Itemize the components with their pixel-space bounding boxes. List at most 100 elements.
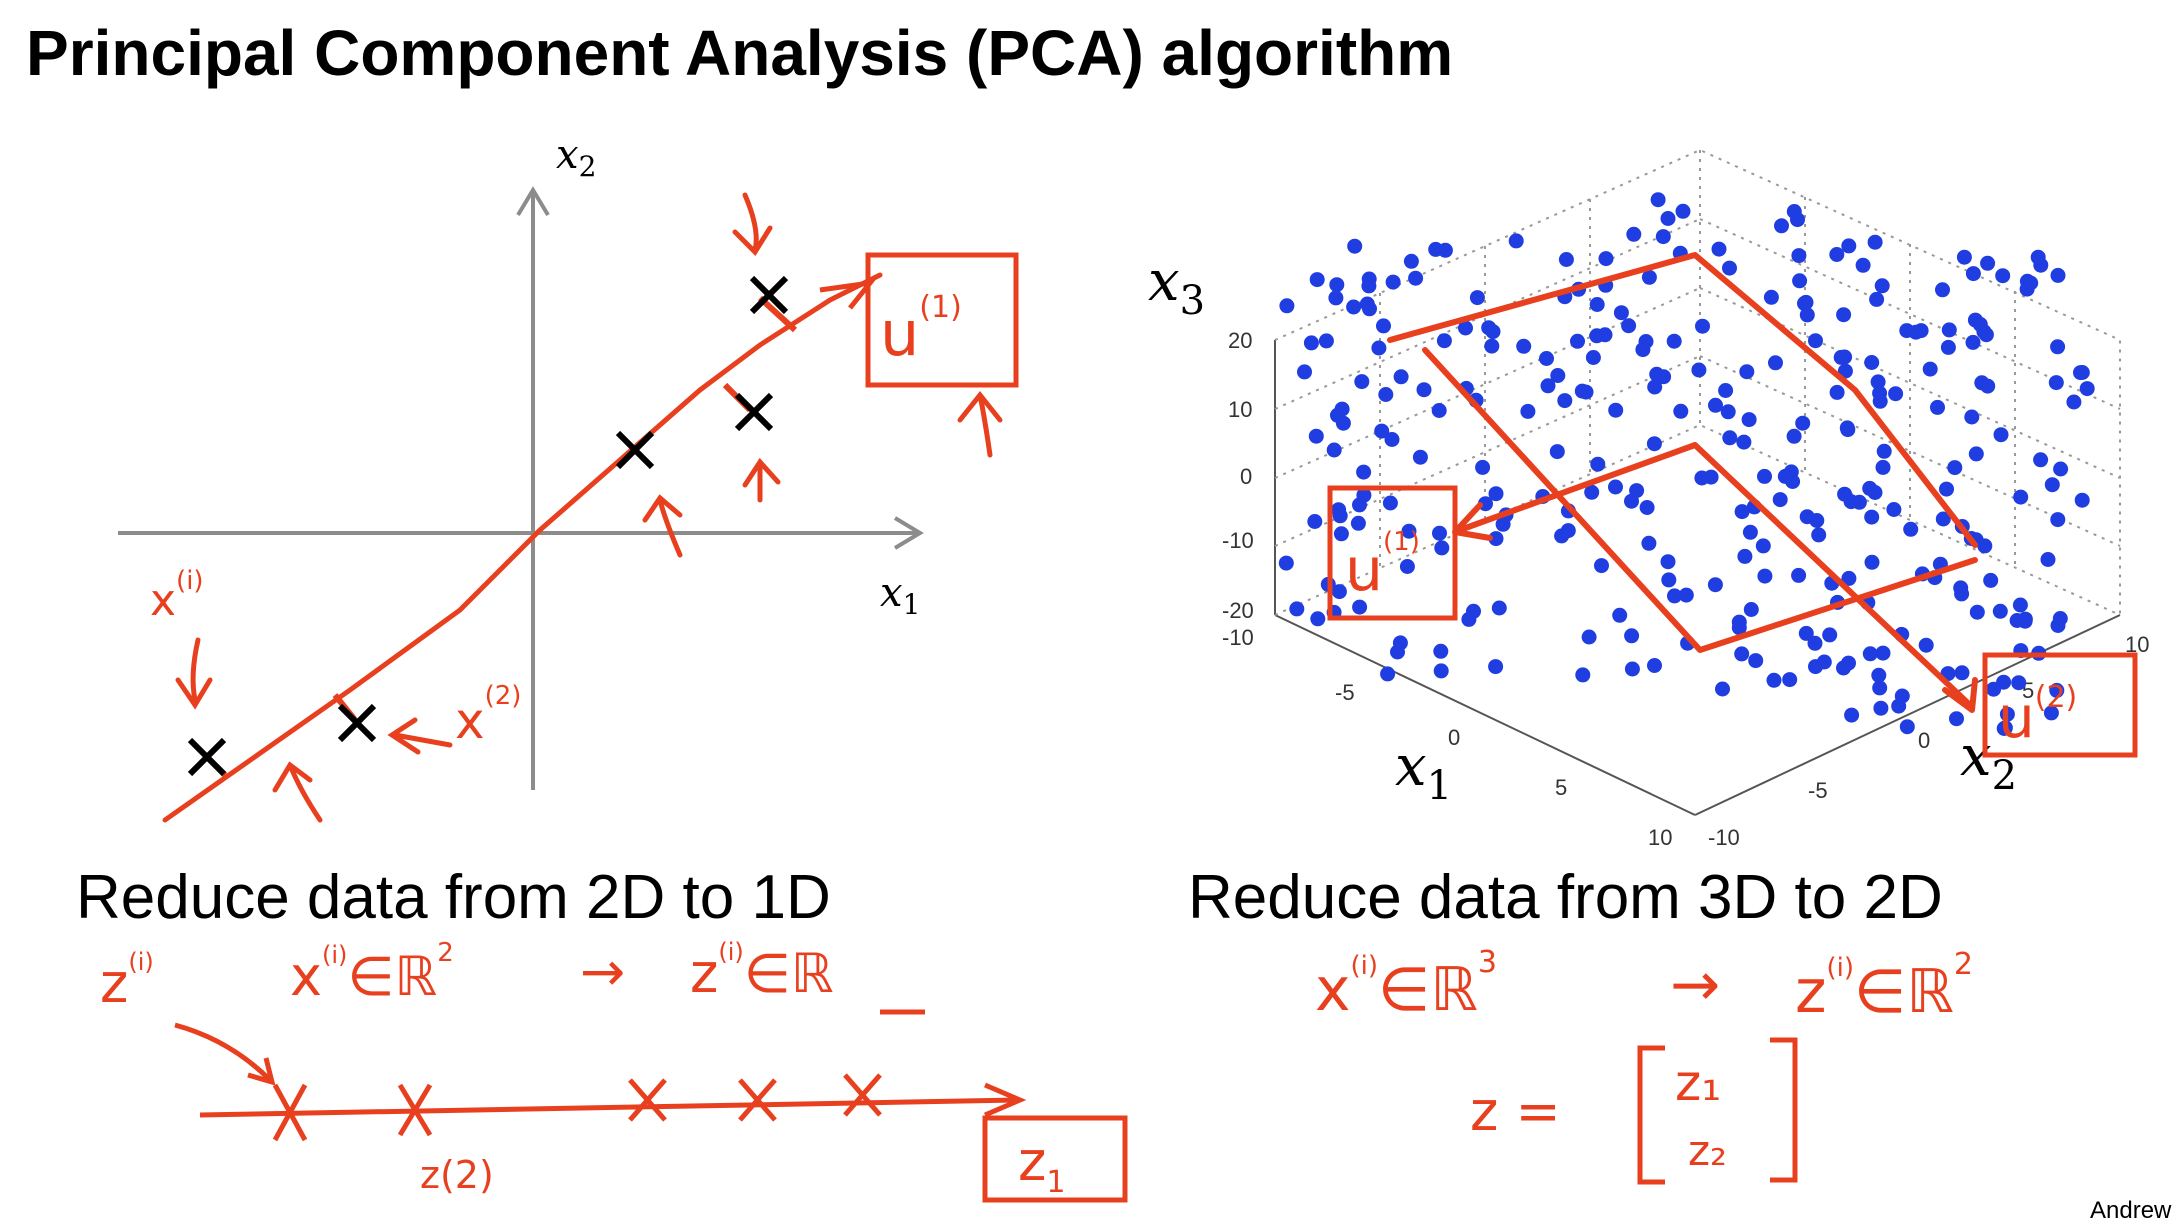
scatter-point xyxy=(1488,486,1504,502)
scatter-point xyxy=(1279,298,1295,314)
x1-tick: 0 xyxy=(1448,725,1460,750)
scatter-point xyxy=(1718,383,1734,398)
data-point-x xyxy=(187,737,227,777)
scatter-point xyxy=(1297,364,1312,380)
slide-title: Principal Component Analysis (PCA) algor… xyxy=(26,17,1453,89)
scatter-point xyxy=(1334,401,1350,417)
scatter-point xyxy=(1382,495,1398,511)
scatter-point xyxy=(1875,459,1891,475)
note-z: z(i) xyxy=(100,948,154,1015)
data-point-x xyxy=(734,392,774,432)
scatter-point xyxy=(1999,706,2015,722)
pointer-arrow xyxy=(175,637,213,710)
scatter-point xyxy=(1986,681,2002,697)
u1-label: u(1) xyxy=(880,290,962,370)
projected-point xyxy=(738,1078,777,1122)
scatter-point xyxy=(1574,383,1590,399)
scatter-point xyxy=(1968,446,1984,462)
scatter-point xyxy=(1993,427,2009,443)
x1-3d-axis-label: x1 xyxy=(1395,734,1452,809)
x1-axis-arrowhead xyxy=(893,516,924,550)
pointer-arrow xyxy=(387,717,453,755)
scatter-point xyxy=(1484,338,1500,354)
scatter-point xyxy=(2033,452,2049,468)
pointer-arrow xyxy=(732,192,773,256)
scatter-point xyxy=(1392,635,1408,651)
z-tick: 20 xyxy=(1228,328,1252,353)
x2-axis-label: x2 xyxy=(556,132,596,183)
scatter-point xyxy=(1774,218,1789,234)
scatter-point xyxy=(1757,568,1773,584)
scatter-point xyxy=(1626,226,1642,242)
scatter-point xyxy=(1289,601,1305,617)
scatter-point xyxy=(1660,211,1676,226)
scatter-point xyxy=(1741,412,1757,428)
scatter-point xyxy=(1965,334,1981,350)
scatter-point xyxy=(1811,527,1827,543)
u1-3d-box xyxy=(1327,485,1458,621)
scatter-point xyxy=(1385,274,1401,290)
z-vector-lhs: z = xyxy=(1470,1080,1561,1143)
scatter-point xyxy=(1930,399,1945,415)
scatter-point xyxy=(1485,324,1501,340)
scatter-point xyxy=(1891,698,1907,714)
scatter-point xyxy=(2066,394,2082,410)
plane-edge xyxy=(1387,252,1978,548)
x1-tick: 10 xyxy=(1648,825,1672,850)
scatter-point xyxy=(1766,672,1782,688)
scatter-point xyxy=(1550,368,1566,383)
scatter-point xyxy=(1734,646,1750,662)
scatter-point xyxy=(1941,322,1957,338)
scatter-point xyxy=(2030,249,2046,265)
z1-box xyxy=(982,1115,1128,1203)
scatter-point xyxy=(1403,253,1419,269)
scatter-point xyxy=(2050,267,2066,283)
z-number-line-arrowhead xyxy=(984,1082,1027,1118)
note-z2: z(i)∈ℝ xyxy=(690,938,834,1005)
x2-tick: -10 xyxy=(1708,825,1740,850)
scatter-point xyxy=(1768,355,1783,371)
projected-point xyxy=(843,1073,882,1117)
scatter-point xyxy=(1918,637,1934,653)
bracket-left xyxy=(1637,1045,1665,1185)
z2-line-label: z(2) xyxy=(420,1153,494,1197)
z-tick-labels: 20 10 0 -10 -20 xyxy=(1222,328,1254,623)
scatter-point xyxy=(1875,645,1891,661)
pointer-arrow xyxy=(742,457,781,503)
u1-box xyxy=(865,252,1019,388)
scatter-point xyxy=(1335,415,1351,431)
scatter-point xyxy=(1734,504,1750,520)
scatter-point xyxy=(1874,278,1890,294)
scatter-point xyxy=(1278,555,1294,571)
scatter-point xyxy=(1791,567,1807,583)
scatter-point xyxy=(1621,318,1637,334)
scatter-point xyxy=(1836,307,1852,323)
scatter-point xyxy=(1871,667,1887,683)
scatter-point xyxy=(1307,514,1323,529)
scatter-point xyxy=(1829,247,1845,262)
scatter-point xyxy=(1661,572,1677,588)
scatter-point xyxy=(1488,531,1504,547)
u1-vector xyxy=(1457,442,1698,533)
scatter-point xyxy=(1333,526,1349,542)
scatter-point xyxy=(1722,430,1738,446)
scatter-point xyxy=(1639,500,1655,515)
scatter-point xyxy=(1782,672,1798,688)
scatter-point xyxy=(1649,366,1665,382)
scatter-point xyxy=(1675,203,1691,219)
scatter-point xyxy=(1886,502,1902,517)
scatter-point xyxy=(1655,229,1671,245)
scatter-point xyxy=(1965,266,1981,282)
data-point-x xyxy=(749,275,789,315)
scatter-point xyxy=(1331,584,1347,600)
u2-3d-label: u(2) xyxy=(1998,680,2077,751)
scatter-point xyxy=(1939,481,1954,497)
scatter-point xyxy=(1876,443,1892,459)
scatter-point xyxy=(1996,721,2012,736)
scatter-point xyxy=(1329,277,1345,293)
scatter-point xyxy=(1434,540,1450,556)
scatter-point xyxy=(1795,415,1811,431)
scatter-point xyxy=(1755,538,1771,554)
note-x3: x(i)∈ℝ3 xyxy=(1315,945,1497,1025)
